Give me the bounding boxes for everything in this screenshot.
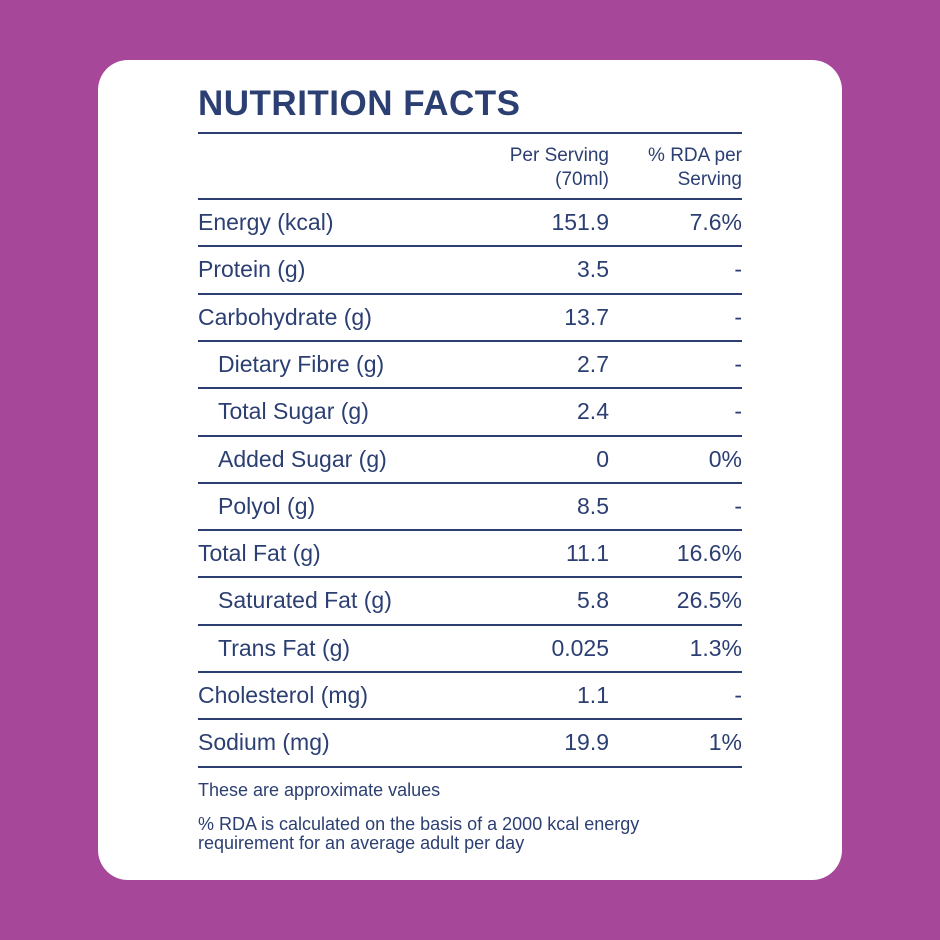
column-header: (70ml) [555,169,609,190]
row-label: Polyol (g) [218,492,316,519]
rule [198,671,742,673]
note: % RDA is calculated on the basis of a 20… [198,814,640,834]
row-rda: - [734,256,742,283]
row-value: 13.7 [564,303,609,330]
row-value: 1.1 [577,682,609,708]
row-value: 2.4 [577,398,609,425]
row-rda: - [734,350,742,377]
title: NUTRITION FACTS [198,84,521,123]
note: requirement for an average adult per day [198,833,525,853]
row-label: Total Fat (g) [198,540,321,567]
rule [198,198,742,200]
row-value: 8.5 [577,492,609,519]
row-rda: - [734,303,742,330]
column-header: Serving [677,169,742,190]
card [98,60,842,880]
row-label: Added Sugar (g) [218,445,387,472]
note: These are approximate values [198,780,441,800]
row-rda: 1.3% [689,634,742,661]
rule [198,529,742,532]
row-value: 0 [596,445,609,472]
rule [198,481,742,484]
rule [198,132,742,134]
row-rda: 0% [708,445,742,472]
row-label: Sodium (mg) [198,729,330,756]
row-rda: 26.5% [676,587,742,614]
row-label: Energy (kcal) [198,209,334,235]
rule [198,576,742,579]
rule [198,387,742,390]
row-rda: - [734,398,742,425]
row-rda: 1% [708,729,742,756]
row-label: Saturated Fat (g) [218,587,392,614]
row-value: 19.9 [564,729,609,756]
row-rda: - [734,492,742,519]
row-label: Cholesterol (mg) [198,682,368,708]
row-value: 5.8 [577,587,609,614]
row-value: 151.9 [551,209,609,235]
rule [198,292,742,295]
rule [198,623,742,626]
column-header: % RDA per [648,145,742,166]
rule [198,434,742,437]
row-rda: 16.6% [676,540,742,567]
rule [198,718,742,721]
row-label: Dietary Fibre (g) [218,350,385,377]
rule [198,339,742,342]
row-value: 3.5 [577,256,609,283]
row-value: 0.025 [551,634,609,661]
row-label: Total Sugar (g) [218,398,369,425]
rule [198,765,742,768]
column-header: Per Serving [509,145,609,166]
row-label: Carbohydrate (g) [198,303,372,330]
row-rda: 7.6% [689,209,742,235]
row-rda: - [734,682,742,708]
row-label: Protein (g) [198,256,306,283]
row-value: 2.7 [577,350,609,377]
row-value: 11.1 [565,540,609,567]
row-label: Trans Fat (g) [218,634,351,661]
rule [198,245,742,248]
